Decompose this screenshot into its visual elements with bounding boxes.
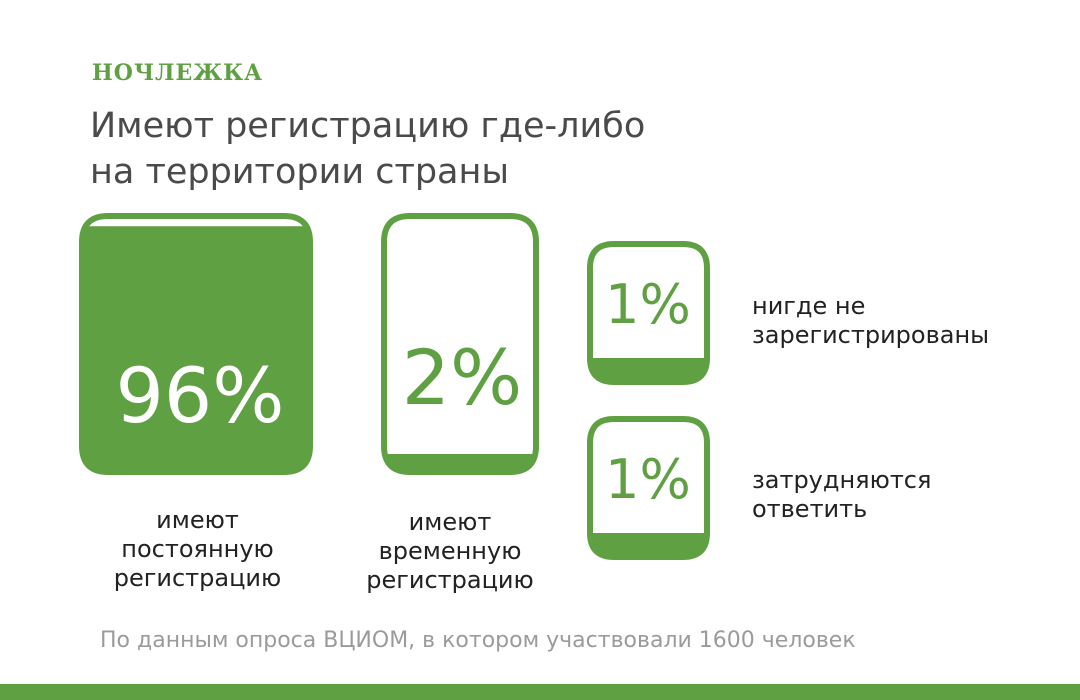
jar-hard-to-say: 1%	[587, 416, 710, 560]
caption-line: временную	[378, 537, 522, 565]
caption-line: постоянную	[121, 535, 274, 563]
bar-fill	[82, 226, 310, 472]
caption-line: регистрацию	[113, 564, 282, 592]
title-line-2: на территории страны	[90, 152, 510, 192]
caption-line: зарегистрированы	[752, 321, 990, 349]
jar-outline	[587, 241, 710, 385]
bar-fill	[384, 454, 536, 472]
value-label: 1%	[605, 448, 691, 511]
caption-line: затрудняются	[752, 466, 932, 494]
jar-outline	[587, 416, 710, 560]
caption-hard-to-say: затрудняются ответить	[752, 466, 931, 524]
logo: НОЧЛЕЖКА	[92, 60, 264, 86]
caption-line: ответить	[752, 495, 868, 523]
caption-line: регистрацию	[366, 566, 534, 594]
value-label: 96%	[116, 351, 285, 440]
jar-outline	[381, 213, 539, 475]
bar-fill	[590, 533, 707, 557]
bottom-bar	[0, 684, 1080, 700]
caption-line: нигде не	[752, 292, 866, 320]
jar-outline	[79, 213, 313, 475]
jar-not-registered: 1%	[587, 241, 710, 385]
caption-permanent: имеют постоянную регистрацию	[85, 506, 310, 593]
page-title: Имеют регистрацию где-либо на территории…	[90, 103, 730, 195]
value-label: 2%	[402, 333, 523, 422]
source-note: По данным опроса ВЦИОМ, в котором участв…	[100, 628, 856, 653]
jar-permanent: 96%	[79, 213, 313, 475]
title-line-1: Имеют регистрацию где-либо	[90, 106, 646, 146]
jar-temporary: 2%	[381, 213, 539, 475]
value-label: 1%	[605, 273, 691, 336]
caption-line: имеют	[156, 506, 239, 534]
caption-line: имеют	[408, 508, 492, 536]
bar-fill	[590, 358, 707, 382]
caption-not-registered: нигде не зарегистрированы	[752, 292, 989, 350]
caption-temporary: имеют временную регистрацию	[350, 508, 550, 595]
